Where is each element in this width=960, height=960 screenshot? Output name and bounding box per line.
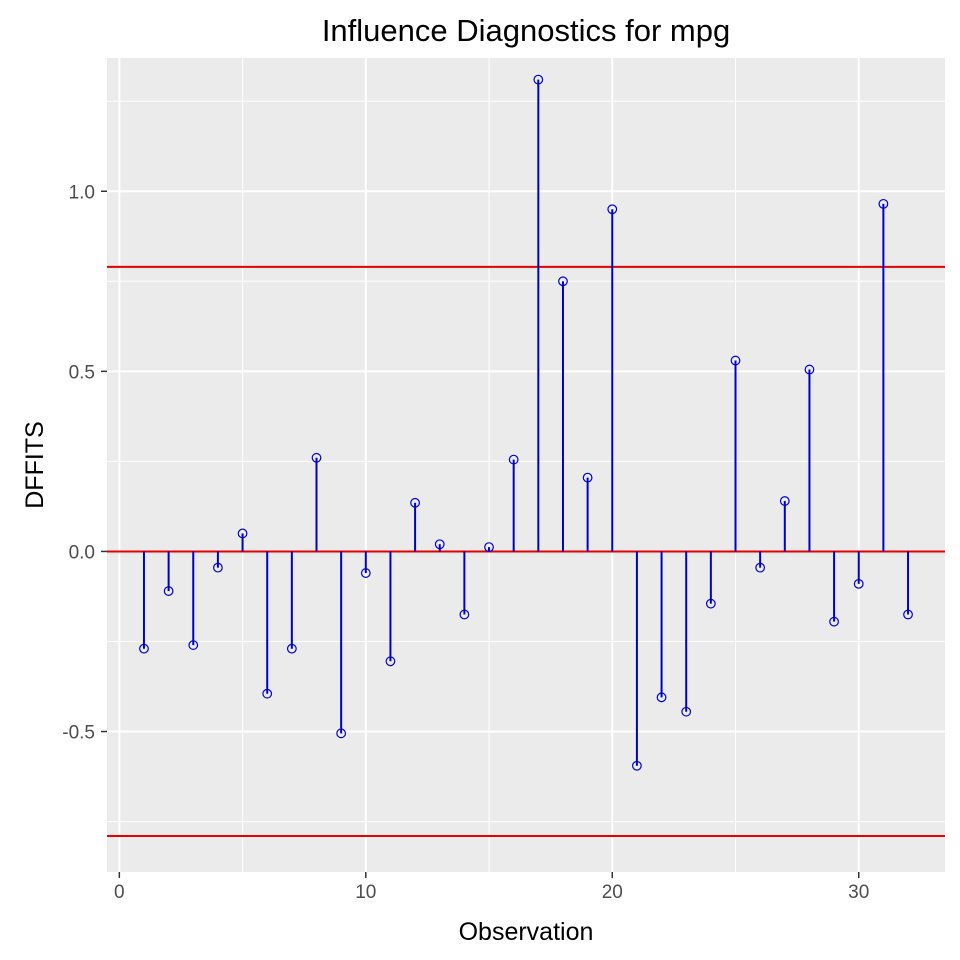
data-point <box>508 454 519 465</box>
data-point <box>656 692 667 703</box>
y-axis: -0.5 0.0 0.5 1.0 <box>62 182 107 744</box>
data-point <box>558 276 568 287</box>
data-point <box>829 616 839 627</box>
x-tick-label: 10 <box>355 882 376 903</box>
x-axis: 0 10 20 30 <box>114 872 869 903</box>
x-axis-title: Observation <box>459 918 594 946</box>
data-point <box>582 472 593 483</box>
x-tick-label: 20 <box>602 882 623 903</box>
reference-lines <box>107 265 945 837</box>
data-point <box>163 586 174 596</box>
data-point <box>607 204 618 215</box>
y-axis-title: DFFITS <box>21 421 49 509</box>
data-point <box>336 728 347 739</box>
x-tick-label: 30 <box>848 882 869 903</box>
y-tick-label: -0.5 <box>62 723 95 744</box>
data-point <box>385 656 396 667</box>
data-point <box>681 706 692 717</box>
data-point <box>139 643 149 654</box>
data-point <box>730 355 741 366</box>
data-point <box>434 539 445 550</box>
data-point <box>903 609 913 620</box>
point-series <box>139 74 913 771</box>
data-point <box>237 528 248 539</box>
data-point <box>779 496 790 506</box>
stem-series <box>142 79 910 766</box>
y-tick-label: 0.5 <box>69 362 95 383</box>
data-point <box>262 688 273 699</box>
x-tick-label: 0 <box>114 882 125 903</box>
data-point <box>705 598 716 609</box>
data-point <box>213 562 223 573</box>
y-tick-label: 0.0 <box>69 542 95 563</box>
data-point <box>360 568 371 578</box>
data-point <box>878 198 889 209</box>
data-point <box>188 640 199 650</box>
data-point <box>410 497 420 508</box>
chart-title: Influence Diagnostics for mpg <box>322 13 730 48</box>
data-point <box>286 643 297 654</box>
data-point <box>311 452 322 463</box>
data-point <box>804 364 815 375</box>
data-point <box>755 562 766 573</box>
data-point <box>459 609 470 620</box>
data-point <box>632 760 642 771</box>
data-point <box>853 578 864 589</box>
y-tick-label: 1.0 <box>69 182 95 203</box>
data-point <box>533 74 544 85</box>
data-point <box>484 542 494 553</box>
plot-panel <box>107 58 945 872</box>
